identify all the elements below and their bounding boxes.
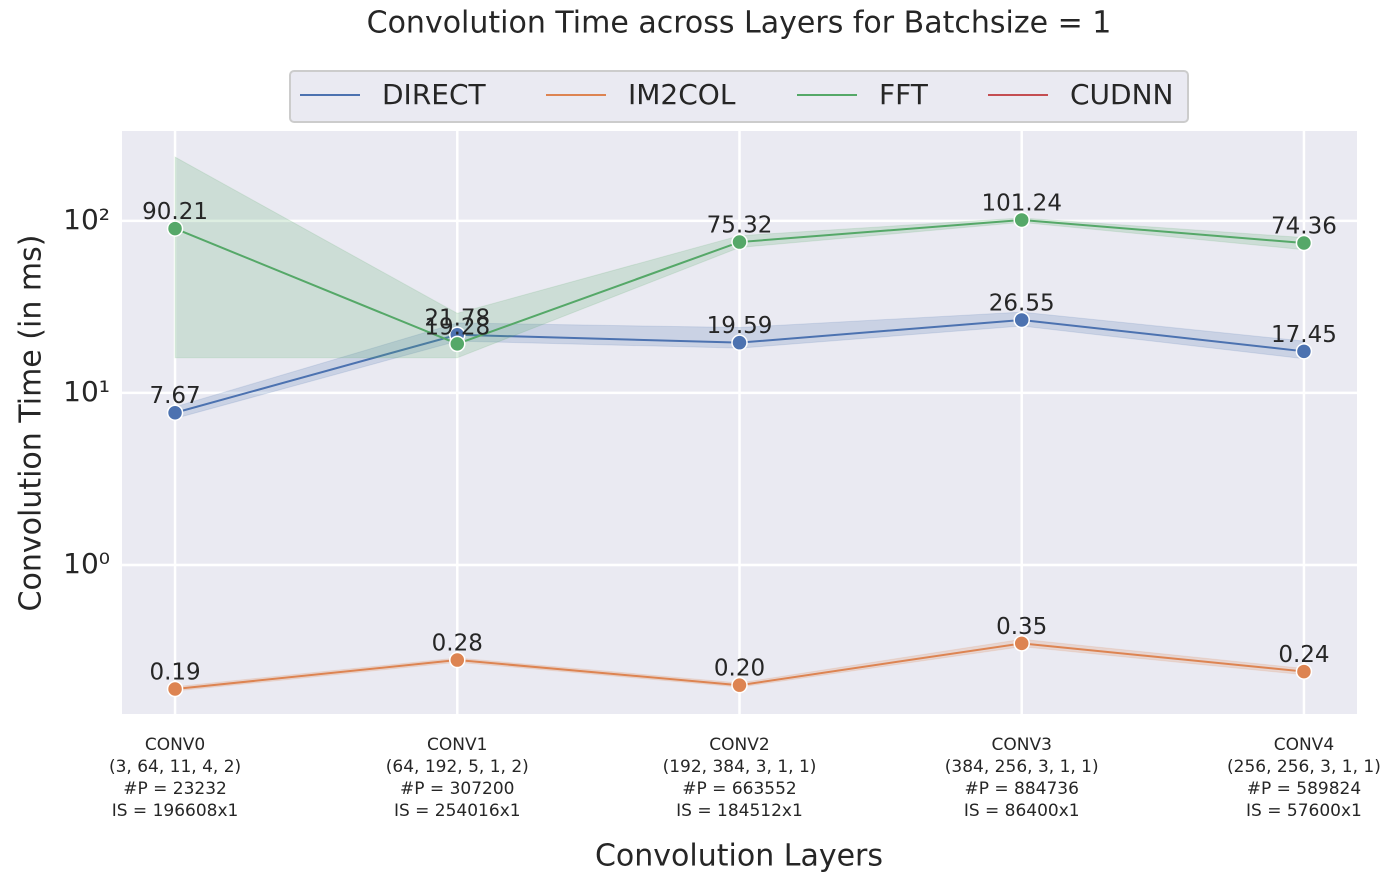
- x-axis-label: Convolution Layers: [595, 839, 883, 874]
- x-tick-label: CONV1 (64, 192, 5, 1, 2) #P = 307200 IS …: [385, 735, 529, 821]
- data-label: 0.19: [149, 660, 200, 686]
- legend: DIRECT IM2COL FFT CUDNN: [289, 70, 1189, 123]
- point: [1013, 635, 1030, 652]
- data-label: 7.67: [149, 383, 200, 409]
- legend-label: FFT: [879, 78, 929, 111]
- point: [1013, 211, 1030, 229]
- point: [731, 334, 748, 351]
- point: [449, 651, 466, 669]
- x-tick-label: CONV3 (384, 256, 3, 1, 1) #P = 884736 IS…: [944, 735, 1099, 821]
- point: [731, 676, 748, 694]
- data-label: 19.28: [424, 314, 490, 340]
- point: [731, 233, 748, 251]
- data-label: 90.21: [142, 199, 208, 225]
- data-label: 17.45: [1271, 322, 1337, 348]
- x-tick-label: CONV0 (3, 64, 11, 4, 2) #P = 23232 IS = …: [108, 735, 242, 821]
- x-tick-label: CONV4 (256, 256, 3, 1, 1) #P = 589824 IS…: [1227, 735, 1381, 821]
- point: [1295, 663, 1313, 680]
- legend-frame: [289, 70, 1189, 123]
- legend-label: IM2COL: [628, 78, 736, 111]
- data-label: 0.24: [1278, 642, 1329, 668]
- point: [1295, 234, 1313, 252]
- point: [1013, 311, 1030, 329]
- y-tick-label: 10²: [63, 203, 110, 236]
- legend-label: CUDNN: [1070, 78, 1174, 111]
- point: [166, 404, 184, 421]
- y-axis-label: Convolution Time (in ms): [14, 235, 49, 612]
- data-label: 0.20: [714, 656, 765, 682]
- point: [449, 335, 466, 353]
- data-label: 74.36: [1271, 214, 1337, 240]
- data-label: 19.59: [707, 313, 773, 339]
- data-label: 21.78: [424, 305, 490, 331]
- x-tick-label: CONV2 (192, 384, 3, 1, 1) #P = 663552 IS…: [662, 735, 817, 821]
- legend-label: DIRECT: [382, 78, 487, 111]
- data-label: 101.24: [981, 190, 1061, 216]
- data-label: 0.35: [996, 614, 1047, 640]
- y-tick-label: 10⁰: [63, 547, 110, 580]
- point: [1295, 343, 1313, 360]
- data-label: 0.28: [432, 631, 483, 657]
- point: [166, 680, 184, 698]
- point: [166, 220, 184, 237]
- y-tick-label: 10¹: [63, 375, 110, 408]
- data-label: 26.55: [989, 290, 1055, 316]
- chart-title: Convolution Time across Layers for Batch…: [367, 6, 1112, 41]
- data-label: 75.32: [707, 213, 773, 239]
